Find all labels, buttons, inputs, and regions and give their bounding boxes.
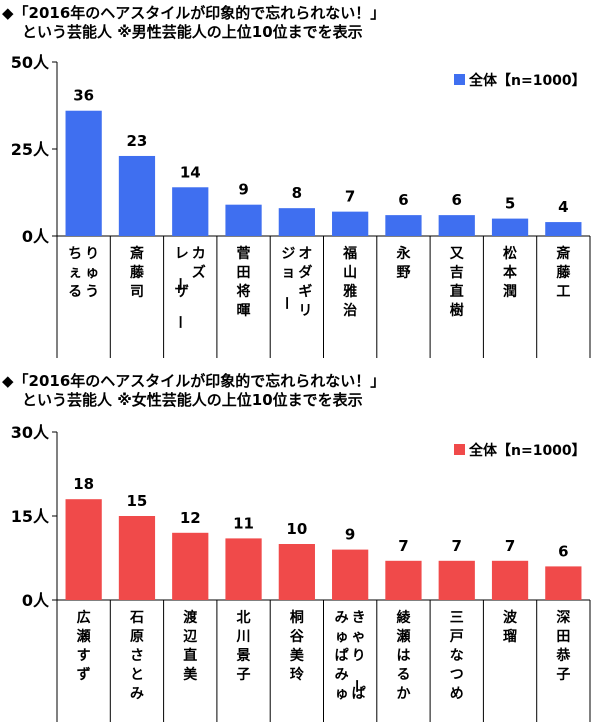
- category-label: 又吉直樹: [450, 246, 465, 319]
- chart-title-line2: という芸能人 ※女性芸能人の上位10位までを表示: [22, 391, 363, 409]
- data-label: 8: [292, 184, 302, 202]
- category-label: 綾瀬はるか: [396, 609, 411, 702]
- bar: [545, 566, 582, 600]
- data-label: 12: [180, 509, 201, 527]
- category-label: 渡辺直美: [183, 609, 198, 683]
- category-label: 深田恭子: [555, 609, 571, 683]
- bar: [118, 155, 156, 236]
- data-label: 4: [558, 198, 568, 216]
- chart-title: ◆「2016年のヘアスタイルが印象的で忘れられない！」 という芸能人 ※女性芸能…: [2, 372, 385, 410]
- bar: [332, 211, 369, 236]
- data-label: 6: [452, 191, 462, 209]
- category-label: 福山雅治: [342, 245, 357, 319]
- chart-title-line1: ◆「2016年のヘアスタイルが印象的で忘れられない！」: [2, 372, 386, 390]
- bar: [545, 222, 582, 236]
- category-label: みゅぱみゅ: [335, 610, 349, 702]
- bar: [65, 110, 102, 236]
- legend-label: 全体【n=1000】: [468, 442, 586, 459]
- category-label: 斎藤工: [556, 245, 571, 300]
- category-label: レーザー: [171, 246, 189, 329]
- bar: [385, 215, 422, 236]
- bar: [118, 516, 156, 600]
- male-chart-block: ◆「2016年のヘアスタイルが印象的で忘れられない！」 という芸能人 ※男性芸能…: [2, 4, 591, 358]
- category-label: 三戸なつめ: [450, 610, 464, 702]
- legend: 全体【n=1000】: [454, 72, 586, 89]
- bar: [332, 549, 369, 600]
- data-label: 7: [345, 188, 355, 206]
- y-tick-label: 15人: [11, 507, 50, 526]
- category-label: りゅう: [85, 246, 99, 300]
- data-label: 7: [452, 537, 462, 555]
- legend-label: 全体【n=1000】: [468, 72, 586, 89]
- y-tick-label: 0人: [22, 227, 50, 246]
- bar: [278, 208, 315, 236]
- category-label: オダギリ: [298, 246, 312, 319]
- bar: [491, 560, 529, 600]
- chart-title-line2: という芸能人 ※男性芸能人の上位10位までを表示: [22, 23, 363, 41]
- data-label: 5: [505, 195, 515, 213]
- category-label: 北川景子: [236, 610, 251, 683]
- female-chart-block: ◆「2016年のヘアスタイルが印象的で忘れられない！」 という芸能人 ※女性芸能…: [0, 362, 600, 724]
- bar: [385, 560, 422, 600]
- data-label: 14: [180, 163, 201, 181]
- data-label: 9: [345, 526, 355, 544]
- bar: [438, 215, 475, 236]
- bar: [65, 499, 102, 600]
- chart-title-line1: ◆「2016年のヘアスタイルが印象的で忘れられない！」: [2, 4, 386, 22]
- category-label: 広瀬すず: [77, 609, 91, 683]
- y-tick-label: 30人: [11, 423, 50, 442]
- bar: [172, 187, 209, 236]
- data-label: 9: [238, 181, 248, 199]
- category-label: 石原さとみ: [129, 610, 144, 702]
- legend-swatch: [454, 444, 465, 455]
- data-label: 23: [127, 132, 148, 150]
- legend-swatch: [454, 74, 465, 85]
- category-label: カズ: [192, 246, 206, 281]
- category-label: 斎藤司: [130, 245, 145, 300]
- category-label: 永野: [395, 245, 411, 281]
- bar: [225, 204, 262, 236]
- data-label: 11: [233, 514, 254, 532]
- category-label: 桐谷美玲: [290, 609, 305, 683]
- data-label: 7: [505, 537, 515, 555]
- legend: 全体【n=1000】: [454, 442, 586, 459]
- bar: [491, 218, 529, 236]
- data-label: 10: [286, 520, 307, 538]
- category-label: 波瑠: [503, 609, 518, 645]
- data-label: 6: [558, 542, 568, 560]
- category-label: 松本潤: [503, 245, 518, 300]
- data-label: 7: [398, 537, 408, 555]
- y-tick-label: 50人: [11, 53, 50, 72]
- bar: [278, 544, 315, 600]
- category-label: ジョー: [277, 246, 295, 310]
- bar: [225, 538, 262, 600]
- chart-title: ◆「2016年のヘアスタイルが印象的で忘れられない！」 という芸能人 ※男性芸能…: [2, 4, 385, 42]
- data-label: 36: [73, 87, 94, 105]
- data-label: 6: [398, 191, 408, 209]
- category-label: ちぇる: [68, 246, 82, 300]
- category-label: きゃりーぱ: [348, 610, 366, 702]
- y-tick-label: 0人: [22, 591, 50, 610]
- y-tick-label: 25人: [11, 140, 50, 159]
- bar: [172, 532, 209, 600]
- bar: [438, 560, 475, 600]
- data-label: 15: [127, 492, 148, 510]
- data-label: 18: [73, 475, 94, 493]
- category-label: 菅田将暉: [237, 245, 251, 319]
